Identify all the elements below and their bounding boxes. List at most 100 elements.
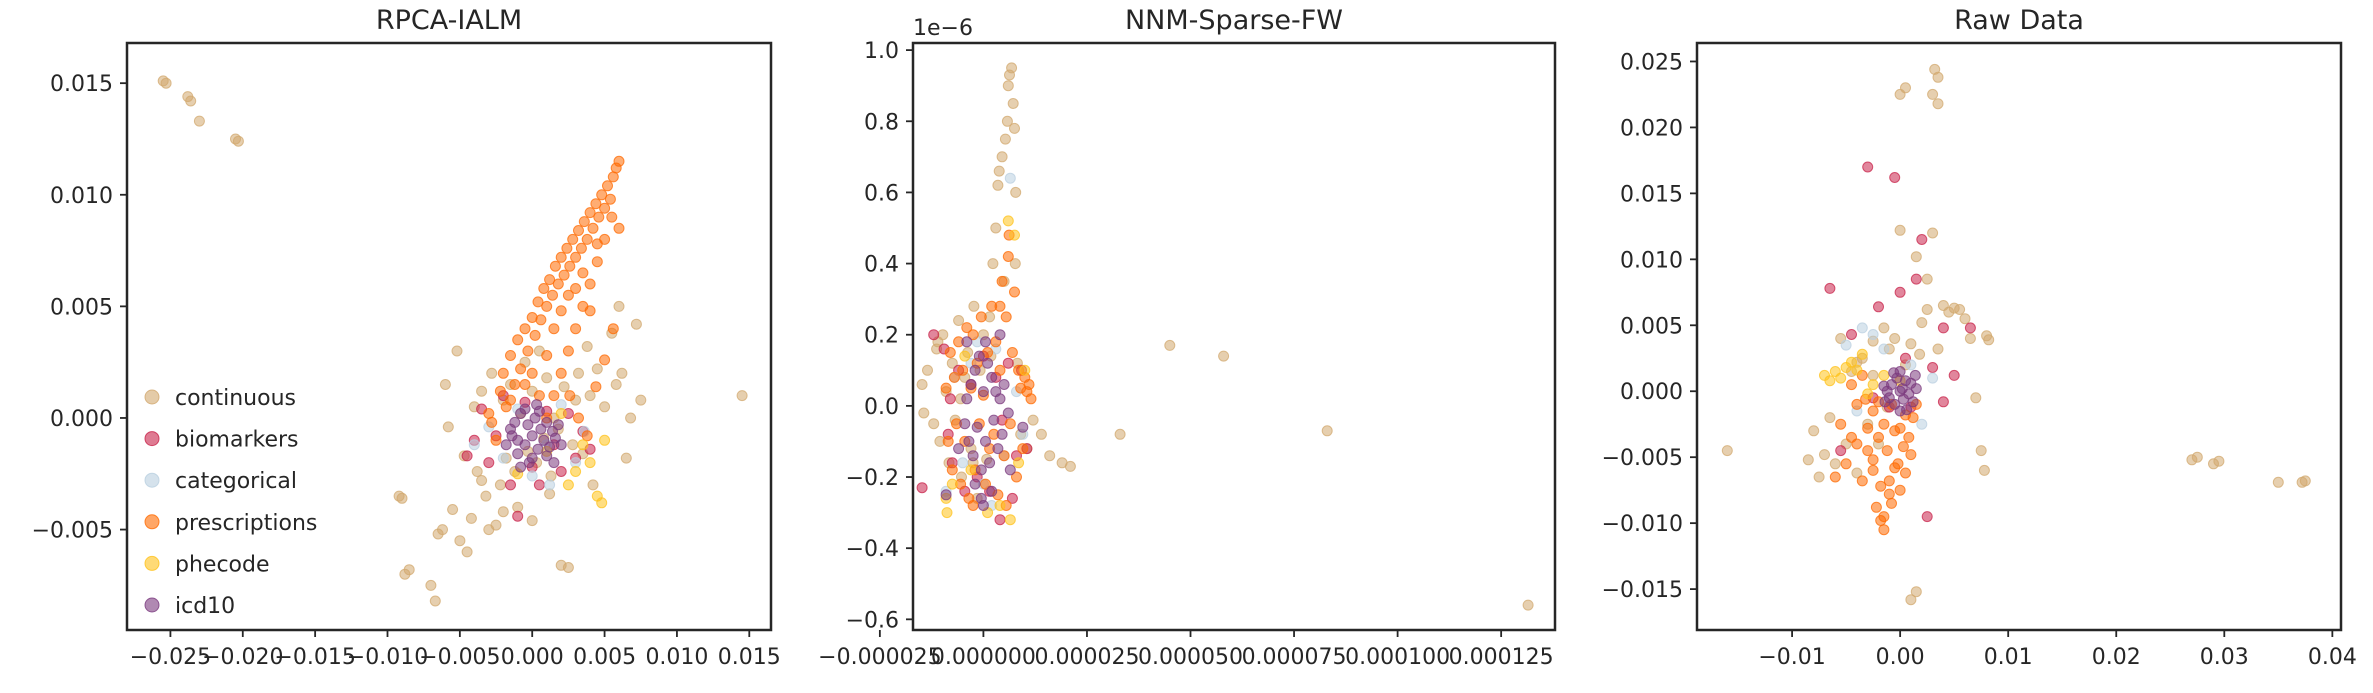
point-continuous [1721,445,1733,457]
subplot-title: Raw Data [1954,5,2084,36]
point-phecode [1856,348,1868,360]
point-prescriptions [1006,347,1018,358]
point-prescriptions [1894,484,1906,496]
point-continuous [1894,224,1906,236]
point-icd10 [984,457,996,469]
point-prescriptions [599,202,611,214]
point-continuous [1802,454,1814,466]
point-continuous [1009,122,1020,134]
point-phecode [1862,388,1874,400]
point-continuous [1914,348,1926,360]
x-tick-label: 0.000125 [1449,645,1554,670]
point-prescriptions [961,322,973,334]
point-prescriptions [564,260,576,272]
point-phecode [562,479,574,491]
point-prescriptions [1878,418,1890,430]
point-icd10 [940,489,952,501]
point-continuous [193,115,205,127]
point-icd10 [988,414,1000,426]
point-prescriptions [613,222,625,234]
point-continuous [2299,475,2311,487]
point-icd10 [1002,407,1014,419]
point-prescriptions [555,251,567,263]
point-biomarkers [1927,362,1939,373]
point-icd10 [986,485,998,497]
point-categorical [957,457,969,469]
point-continuous [599,401,611,413]
point-prescriptions [561,242,573,254]
point-prescriptions [541,300,553,312]
point-icd10 [986,371,998,383]
point-prescriptions [529,329,541,341]
point-prescriptions [604,193,616,205]
point-prescriptions [593,211,605,223]
point-prescriptions [996,275,1008,287]
point-prescriptions [591,238,603,250]
point-prescriptions [1903,431,1915,443]
point-phecode [570,466,582,477]
point-icd10 [977,386,989,398]
point-biomarkers [994,514,1006,526]
point-continuous [497,506,509,518]
point-prescriptions [578,216,590,228]
point-biomarkers [505,479,516,491]
point-prescriptions [552,278,564,290]
point-continuous [1867,369,1879,381]
point-biomarkers [916,482,928,494]
point-prescriptions [994,300,1006,312]
point-biomarkers [1824,282,1836,294]
point-continuous [1010,186,1022,198]
point-continuous [160,77,172,89]
point-prescriptions [1002,251,1014,262]
point-phecode [577,439,589,451]
point-icd10 [1901,404,1913,416]
point-icd10 [969,478,981,490]
point-biomarkers [944,393,956,405]
point-prescriptions [486,416,498,428]
point-icd10 [1879,396,1891,408]
point-prescriptions [1000,311,1012,323]
point-icd10 [994,393,1006,405]
legend-label-icd10: icd10 [175,594,235,619]
point-continuous [490,519,502,531]
point-prescriptions [1889,462,1901,474]
point-prescriptions [584,207,596,219]
point-continuous [1975,445,1987,457]
point-prescriptions [512,334,524,346]
point-continuous [591,363,603,375]
point-phecode [599,434,611,446]
point-biomarkers [1846,329,1857,340]
point-prescriptions [522,345,534,357]
point-prescriptions [975,311,987,323]
point-prescriptions [1023,379,1035,390]
y-tick-label: 0.015 [1620,182,1683,207]
point-prescriptions [596,189,608,201]
point-continuous [1927,88,1939,100]
point-continuous [946,357,958,369]
scatter-points [1721,63,2311,606]
x-tick-label: 0.000100 [1345,645,1450,670]
point-icd10 [961,393,973,405]
point-prescriptions [526,367,538,379]
point-biomarkers [1006,492,1018,504]
point-continuous [471,466,483,477]
point-prescriptions [535,314,547,326]
y-tick-label: 0.0 [864,395,899,420]
point-icd10 [963,435,975,447]
x-tick-label: 0.000025 [1034,645,1139,670]
y-tick-label: −0.005 [32,519,113,544]
point-icd10 [512,448,524,460]
x-tick-label: 0.00 [1876,645,1925,670]
point-prescriptions [547,289,558,301]
legend-marker-prescriptions [144,514,160,530]
point-continuous [1927,227,1939,239]
point-icd10 [555,439,567,451]
point-continuous [454,535,466,547]
point-icd10 [996,428,1008,440]
legend-label-continuous: continuous [175,386,296,411]
point-prescriptions [544,274,556,286]
y-tick-label: −0.005 [1602,446,1683,471]
axes-frame [125,41,773,632]
point-continuous [1114,428,1126,440]
